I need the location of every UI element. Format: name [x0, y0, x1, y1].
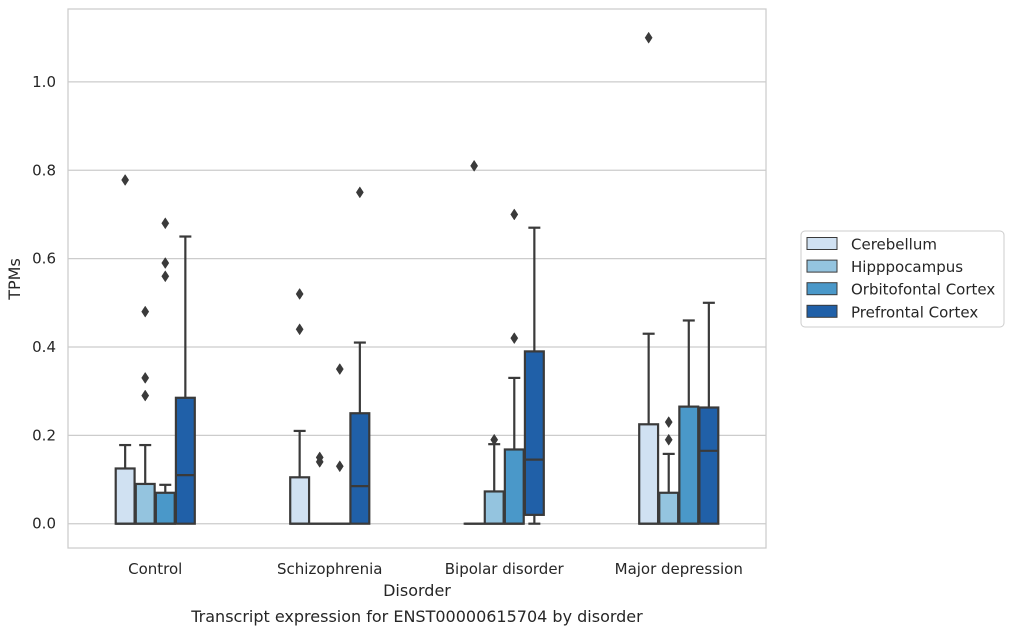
y-axis-label: TPMs — [5, 258, 24, 301]
outlier-point — [335, 363, 344, 376]
legend-frame — [800, 230, 1005, 328]
outlier-point — [295, 288, 304, 300]
box-body — [483, 490, 505, 525]
box-body — [698, 406, 720, 525]
legend-swatch — [806, 282, 838, 296]
plot-frame — [67, 8, 767, 549]
outlier-point — [490, 433, 499, 446]
box-1-3 — [658, 416, 680, 525]
x-tick-label: Bipolar disorder — [445, 560, 565, 578]
legend-swatch — [806, 237, 838, 250]
y-tick-label: 0.2 — [32, 426, 56, 444]
box-body — [134, 482, 156, 525]
x-tick-label: Schizophrenia — [277, 560, 382, 578]
outlier-point — [141, 305, 150, 318]
outlier-point — [141, 389, 150, 402]
box-body — [174, 396, 196, 525]
outlier-point — [121, 174, 130, 186]
outlier-point — [295, 323, 304, 336]
y-tick-label: 0.6 — [32, 250, 56, 268]
legend-swatch — [806, 259, 838, 273]
box-2-0 — [154, 217, 176, 525]
box-body — [658, 491, 680, 525]
y-tick-label: 0.8 — [32, 161, 56, 179]
outlier-point — [161, 217, 170, 230]
outlier-point — [510, 332, 519, 345]
outlier-point — [664, 433, 673, 446]
outlier-point — [644, 31, 653, 44]
box-body — [503, 448, 525, 525]
box-2-2 — [503, 208, 525, 525]
legend-label: Hipppocampus — [851, 258, 963, 276]
x-tick-label: Major depression — [615, 560, 743, 578]
box-1-1 — [309, 451, 331, 525]
box-0-1 — [289, 288, 311, 525]
y-tick-label: 0.4 — [32, 338, 56, 356]
y-tick-label: 0.0 — [32, 515, 56, 533]
legend: Cerebellum Hipppocampus Orbitofontal Corte… — [800, 230, 1005, 328]
legend-label: Prefrontal Cortex — [851, 303, 978, 321]
box-body — [523, 350, 545, 516]
box-2-1 — [329, 363, 351, 525]
outlier-point — [664, 416, 673, 429]
x-tick-label: Control — [128, 560, 182, 578]
plot-area — [114, 31, 720, 525]
box-1-0 — [134, 305, 156, 525]
box-3-2 — [523, 226, 545, 525]
box-3-0 — [174, 235, 196, 525]
grid-lines — [68, 81, 766, 525]
x-axis-ticks: Control Schizophrenia Bipolar disorder Majo… — [128, 560, 743, 578]
box-3-1 — [349, 186, 371, 525]
outlier-point — [510, 208, 519, 221]
box-body — [638, 423, 660, 525]
legend-swatch — [806, 304, 838, 318]
box-body — [289, 476, 311, 525]
box-body — [349, 412, 371, 525]
box-0-3 — [638, 31, 660, 525]
box-0-0 — [114, 174, 136, 525]
y-tick-label: 1.0 — [32, 73, 56, 91]
box-2-3 — [678, 319, 700, 525]
outlier-point — [470, 159, 479, 172]
box-3-3 — [698, 301, 720, 525]
y-axis-ticks: 0.0 0.2 0.4 0.6 0.8 1.0 — [32, 73, 56, 533]
outlier-point — [335, 460, 344, 473]
box-body — [678, 405, 700, 525]
outlier-point — [315, 451, 324, 464]
outlier-point — [355, 186, 364, 199]
outlier-point — [161, 270, 170, 283]
box-body — [114, 467, 136, 525]
legend-label: Orbitofontal Cortex — [851, 281, 995, 299]
x-axis-label: Disorder — [383, 581, 451, 600]
outlier-point — [161, 257, 170, 269]
box-1-2 — [483, 433, 505, 525]
chart-caption: Transcript expression for ENST0000061570… — [190, 607, 643, 626]
box-body — [154, 491, 176, 525]
outlier-point — [141, 371, 150, 384]
box-0-2 — [463, 159, 485, 525]
legend-label: Cerebellum — [851, 236, 937, 254]
